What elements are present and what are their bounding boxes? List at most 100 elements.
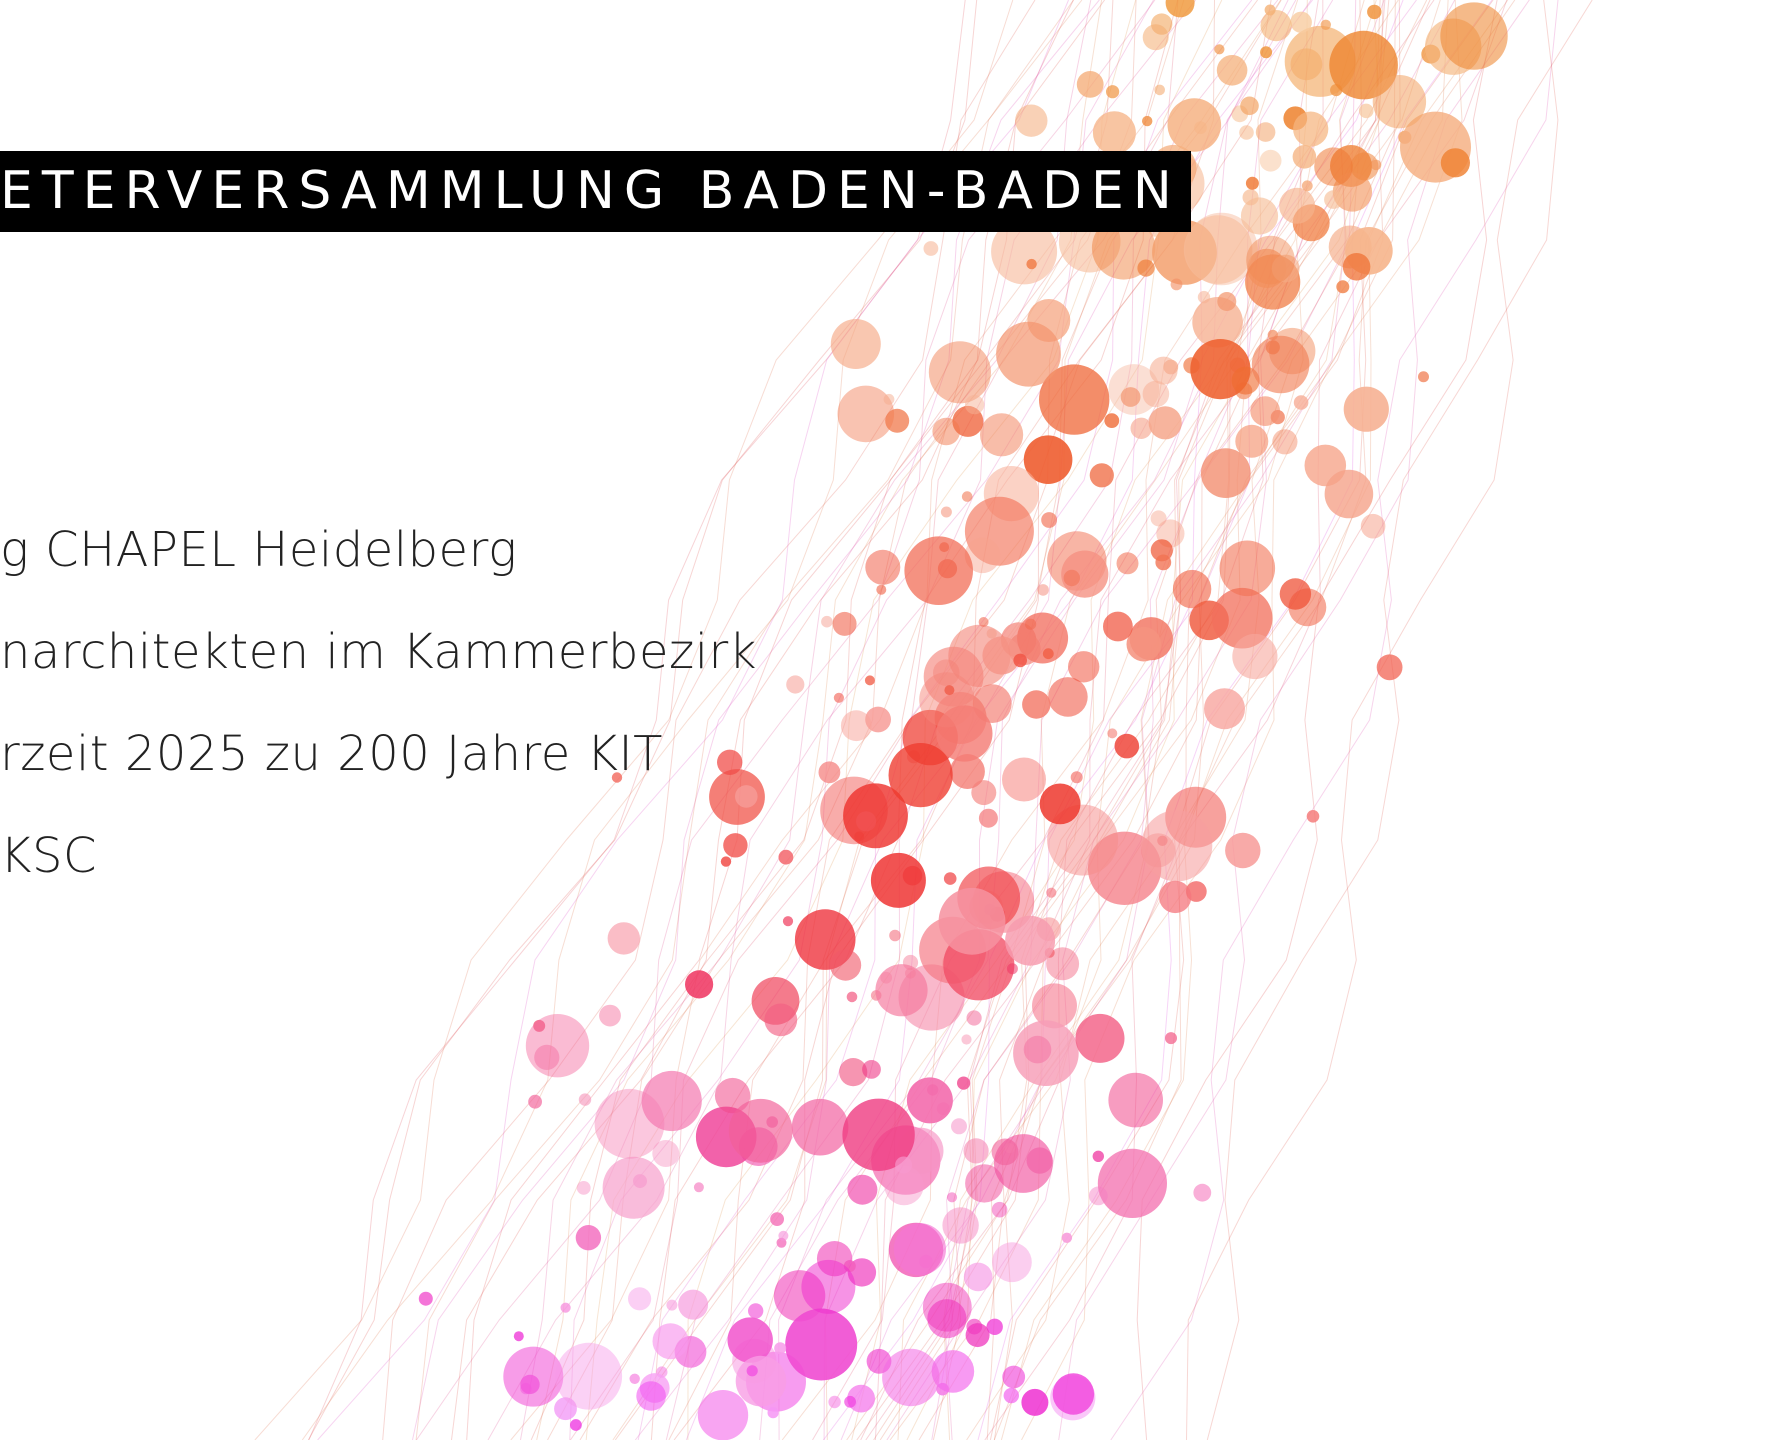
bubble	[1025, 619, 1036, 630]
bubble	[1013, 654, 1027, 668]
bubble	[1440, 2, 1507, 69]
bubble	[768, 1407, 779, 1418]
bubble	[1336, 280, 1349, 293]
bubble	[1302, 180, 1313, 191]
bubble	[1193, 1184, 1211, 1202]
bubble	[847, 992, 858, 1003]
bubble	[783, 916, 793, 926]
bubble	[666, 1300, 677, 1311]
bubble	[939, 888, 1006, 955]
bubble	[1104, 413, 1119, 428]
bubble	[904, 536, 973, 605]
bubble	[1168, 98, 1222, 152]
bubble	[947, 1192, 957, 1202]
bubble	[1246, 177, 1259, 190]
bubble	[1239, 125, 1254, 140]
bubble	[1217, 55, 1248, 86]
bubble	[865, 675, 875, 685]
bubble	[1022, 690, 1050, 718]
agenda-item: narchitekten im Kammerbezirk	[0, 624, 757, 680]
bubble	[862, 1060, 881, 1079]
bubble	[1198, 291, 1210, 303]
bubble	[884, 394, 895, 405]
bubble	[992, 1139, 1019, 1166]
slide-title: ETERVERSAMMLUNG BADEN-BADEN	[0, 151, 1191, 232]
bubble	[1115, 734, 1140, 759]
bubble	[831, 319, 881, 369]
bubble	[1204, 688, 1245, 729]
bubble	[1343, 253, 1371, 281]
bubble	[579, 1093, 591, 1105]
bubble	[1441, 148, 1470, 177]
bubble	[1117, 552, 1139, 574]
bubble	[1241, 197, 1278, 234]
bubble	[1093, 1151, 1104, 1162]
bubble	[1107, 728, 1117, 738]
bubble	[1090, 463, 1114, 487]
bubble	[1093, 111, 1136, 154]
bubble	[1053, 1373, 1094, 1414]
bubble	[1256, 122, 1276, 142]
bubble	[1046, 888, 1056, 898]
bubble	[819, 761, 841, 783]
bubble	[778, 1231, 788, 1241]
bubble	[1131, 418, 1152, 439]
bubble	[856, 811, 876, 831]
bubble	[1373, 75, 1426, 128]
bubble	[1077, 71, 1104, 98]
bubble	[1232, 634, 1277, 679]
bubble	[1260, 150, 1282, 172]
bubble	[1004, 1388, 1019, 1403]
bubble	[1151, 510, 1167, 526]
bubble	[1037, 584, 1049, 596]
bubble	[941, 507, 952, 518]
bubble	[919, 1255, 932, 1268]
bubble	[944, 685, 954, 695]
bubble	[1293, 112, 1328, 147]
bubble	[882, 1349, 939, 1406]
bubble	[608, 922, 640, 954]
bubble	[642, 1071, 702, 1131]
bubble	[923, 1283, 972, 1332]
bubble	[728, 1317, 773, 1362]
bubble	[967, 1010, 982, 1025]
bubble	[561, 1303, 571, 1313]
bubble	[1002, 758, 1046, 802]
bubble	[1279, 188, 1315, 224]
bubble	[1314, 147, 1353, 186]
bubble	[534, 1045, 559, 1070]
bubble	[1225, 833, 1260, 868]
bubble	[723, 833, 747, 857]
bubble	[1103, 612, 1133, 642]
bubble	[1166, 0, 1195, 17]
bubble	[1184, 215, 1253, 284]
bubble	[987, 628, 997, 638]
bubble	[528, 1095, 542, 1109]
bubble	[792, 1099, 849, 1156]
bubble	[876, 585, 886, 595]
bubble	[1240, 97, 1259, 116]
bubble	[834, 693, 844, 703]
bubble	[1005, 916, 1055, 966]
bubble	[1002, 1366, 1025, 1389]
bubble	[1024, 1036, 1052, 1064]
bubble	[1040, 784, 1081, 825]
bubble	[889, 930, 901, 942]
bubble	[833, 612, 857, 636]
bubble	[875, 964, 927, 1016]
bubble	[992, 1242, 1032, 1282]
bubble	[628, 1287, 651, 1310]
bubble	[1143, 381, 1170, 408]
bubble	[885, 409, 909, 433]
bubble	[599, 1005, 621, 1027]
bubble	[653, 1323, 689, 1359]
bubble	[966, 1323, 990, 1347]
bubble	[779, 850, 794, 865]
bubble	[924, 647, 984, 707]
bubble	[801, 1260, 855, 1314]
bubble	[1089, 1187, 1108, 1206]
bubble	[907, 1077, 953, 1123]
bubble	[570, 1419, 582, 1431]
bubble	[1106, 85, 1119, 98]
bubble	[1159, 881, 1191, 913]
